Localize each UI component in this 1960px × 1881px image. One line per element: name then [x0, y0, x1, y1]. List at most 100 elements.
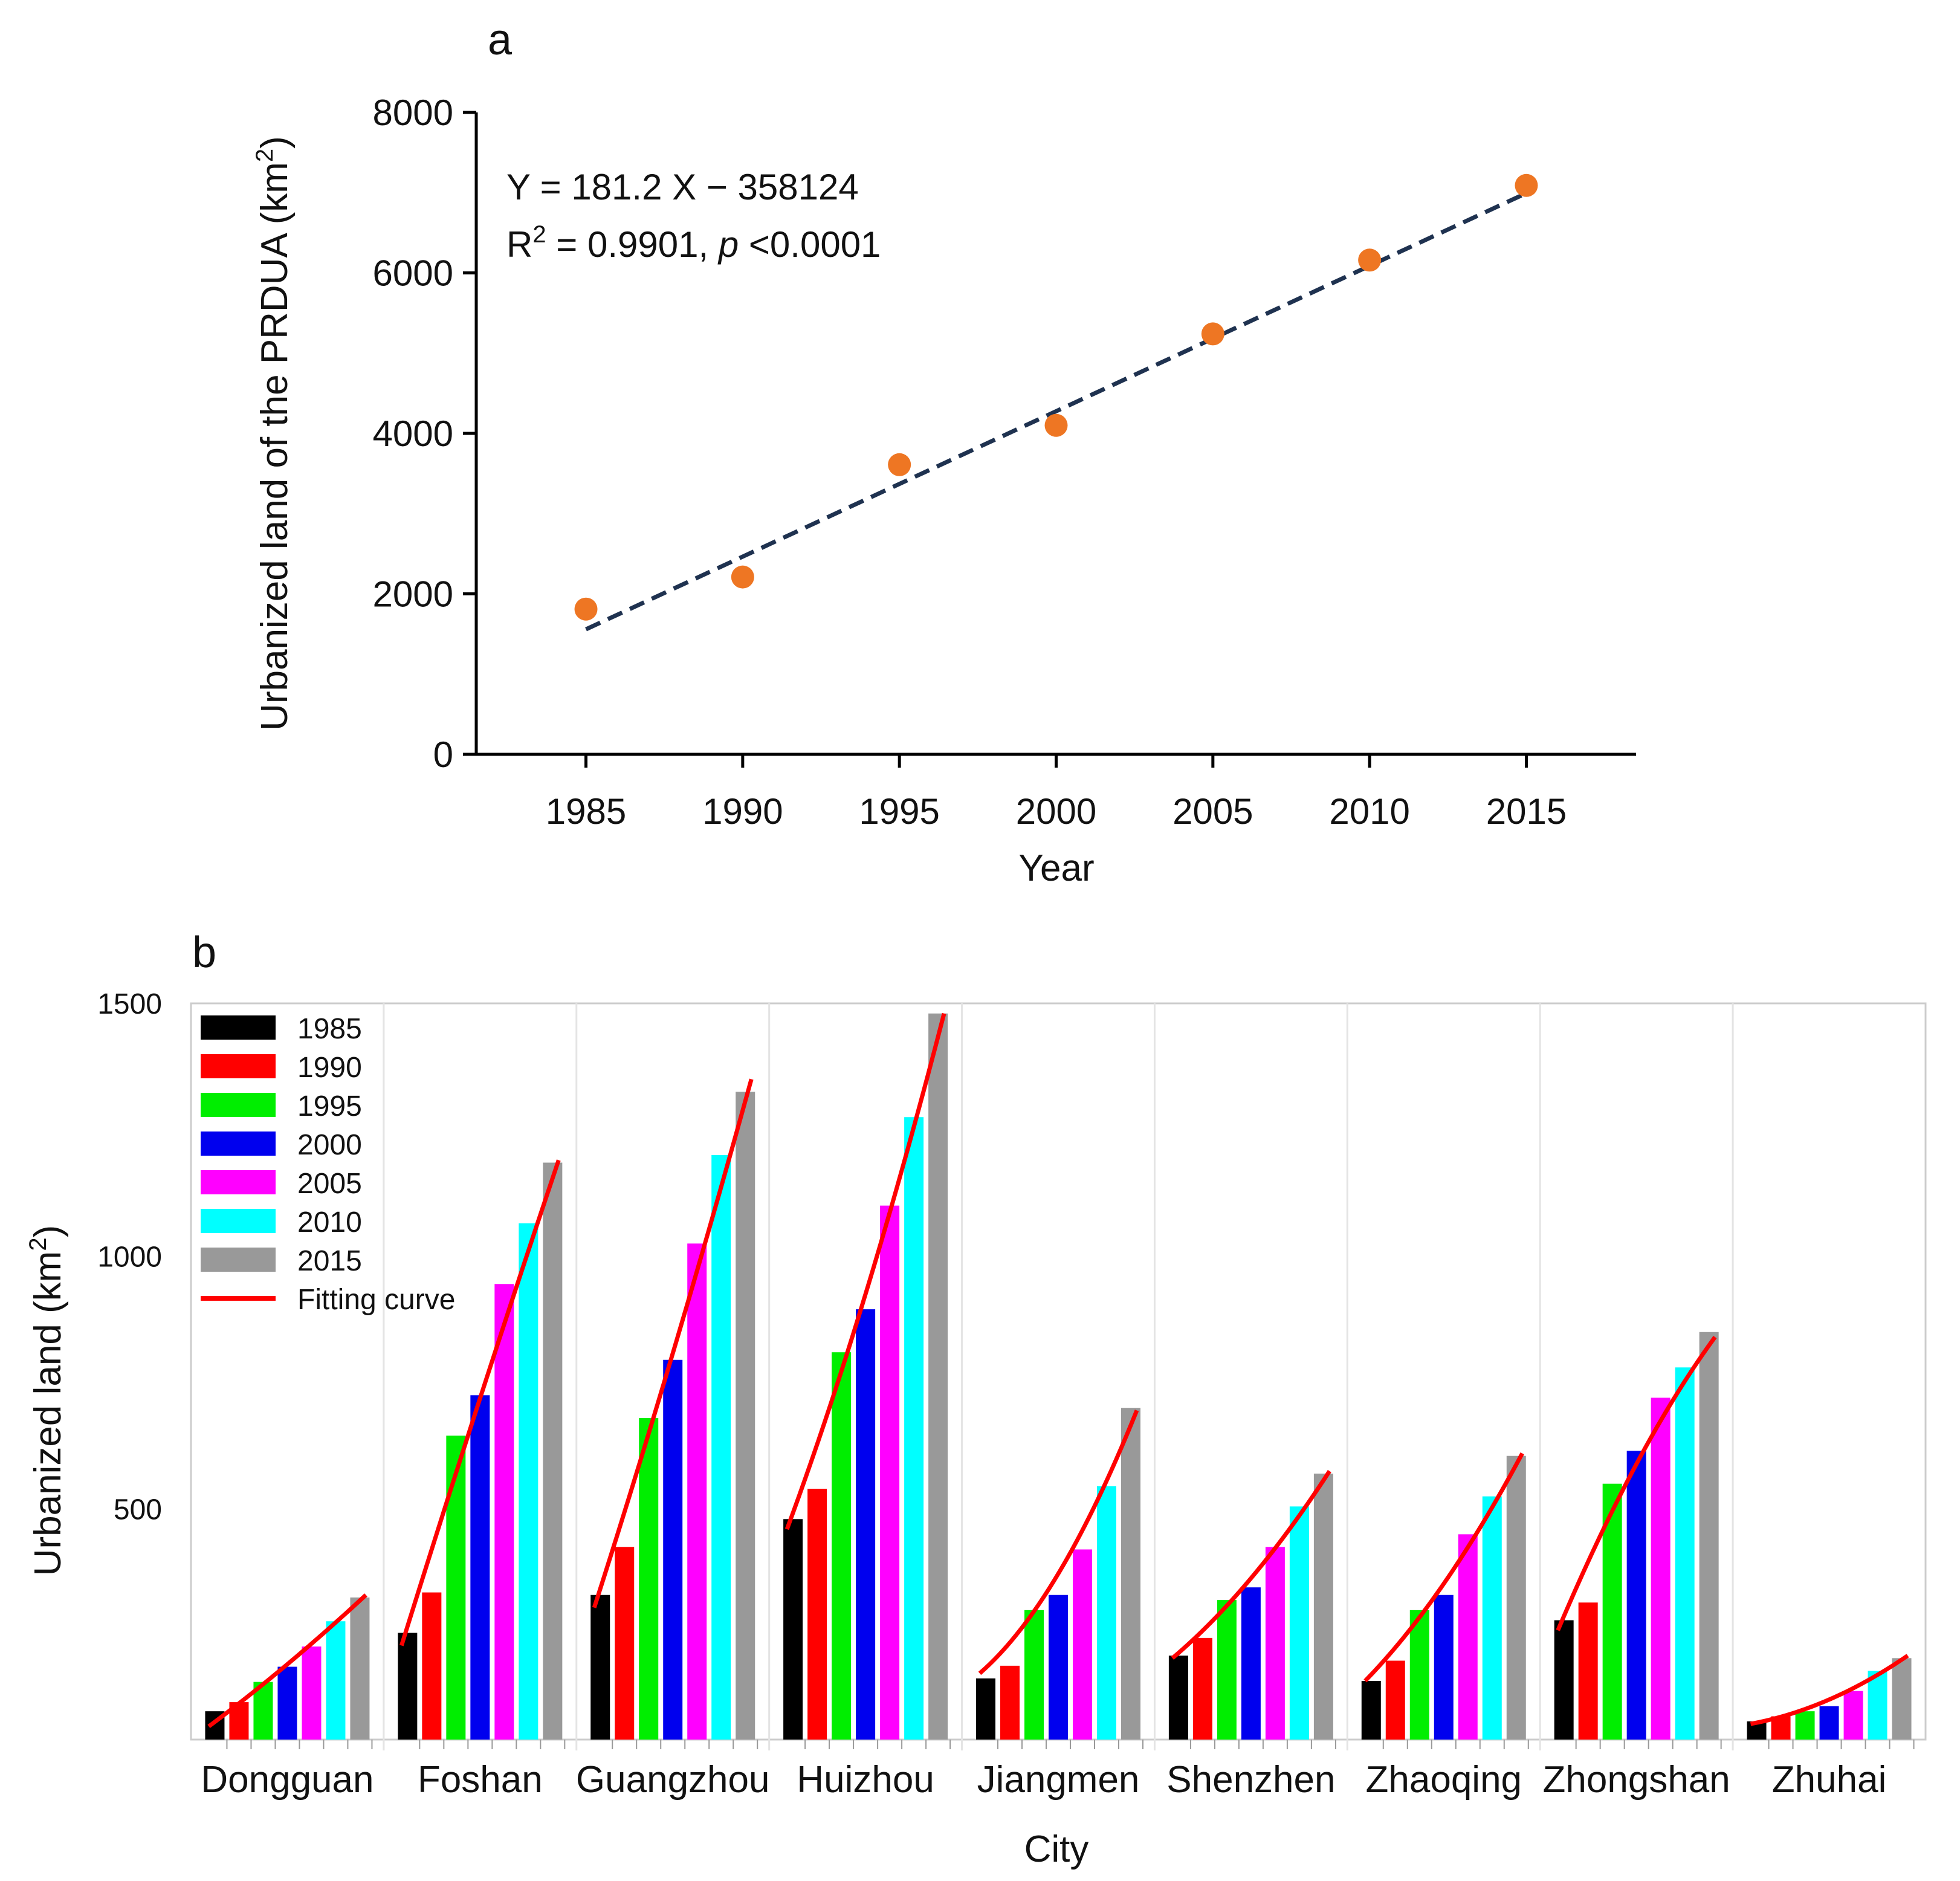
data-point-2005	[1201, 322, 1224, 346]
bar-jiangmen-1985	[976, 1678, 995, 1740]
legend-label: 2015	[297, 1245, 362, 1277]
bar-jiangmen-2005	[1073, 1549, 1092, 1740]
bar-shenzhen-2015	[1313, 1473, 1333, 1740]
y-tick-label: 1000	[97, 1241, 162, 1273]
city-label-dongguan: Dongguan	[201, 1759, 374, 1801]
bar-huizhou-2010	[904, 1117, 924, 1740]
city-label-foshan: Foshan	[418, 1759, 543, 1801]
fitting-curve-foshan	[399, 1159, 561, 1646]
bar-zhaoqing-1985	[1361, 1680, 1381, 1740]
bar-zhaoqing-2010	[1482, 1496, 1502, 1740]
bar-guangzhou-2000	[663, 1359, 683, 1740]
legend-label: 1990	[297, 1052, 362, 1084]
bar-shenzhen-2005	[1265, 1547, 1285, 1740]
bar-zhuhai-2005	[1843, 1691, 1863, 1740]
bar-zhaoqing-2015	[1506, 1455, 1526, 1740]
panel-b-y-ticks: 500 1000 1500	[97, 988, 162, 1526]
y-tick-label: 1500	[97, 988, 162, 1020]
legend-label: 1995	[297, 1090, 362, 1122]
fitting-curve-huizhou	[784, 1012, 946, 1530]
bar-jiangmen-1995	[1024, 1610, 1044, 1740]
bar-foshan-1990	[422, 1592, 442, 1740]
fitting-curve-zhongshan	[1556, 1336, 1717, 1631]
legend-label: 1985	[297, 1013, 362, 1045]
data-point-1995	[888, 453, 911, 476]
bar-shenzhen-1995	[1217, 1600, 1237, 1740]
x-tick-label: 1985	[546, 791, 626, 832]
bar-zhongshan-2015	[1699, 1332, 1719, 1740]
bar-foshan-1985	[398, 1633, 418, 1740]
bar-zhuhai-2015	[1892, 1658, 1912, 1740]
x-tick-label: 2000	[1016, 791, 1096, 832]
fitting-curve-zhaoqing	[1363, 1452, 1524, 1683]
bar-dongguan-2015	[350, 1597, 370, 1740]
panel-b-x-axis-title: City	[1024, 1828, 1089, 1870]
bar-huizhou-1995	[832, 1352, 852, 1740]
data-point-1990	[731, 565, 754, 589]
panel-a-points	[574, 173, 1538, 621]
bar-shenzhen-2000	[1241, 1587, 1261, 1740]
y-tick-label: 500	[114, 1494, 162, 1526]
data-point-1985	[574, 597, 598, 621]
panel-a-x-ticks: 1985 1990 1995 2000 2005 2010 2015	[546, 754, 1567, 832]
y-tick-label: 8000	[373, 92, 453, 133]
legend-swatch-1985	[201, 1015, 276, 1040]
y-tick-label: 4000	[373, 413, 453, 454]
bar-zhaoqing-2000	[1434, 1594, 1454, 1740]
bar-guangzhou-2005	[687, 1243, 707, 1740]
bar-dongguan-2000	[277, 1666, 297, 1740]
y-tick-label: 0	[433, 734, 453, 775]
bar-foshan-2000	[470, 1395, 490, 1740]
regression-statistics: R2 = 0.9901, p <0.0001	[506, 221, 881, 265]
panel-b-legend: 1985 1990 1995 2000 2005 2010 2015 Fitting curv…	[201, 1013, 455, 1316]
bar-guangzhou-1995	[639, 1417, 659, 1740]
bar-zhaoqing-1995	[1409, 1610, 1429, 1740]
bar-foshan-2005	[494, 1284, 514, 1740]
fitting-curve-jiangmen	[978, 1410, 1139, 1675]
x-tick-label: 2010	[1329, 791, 1409, 832]
bar-zhongshan-2005	[1651, 1397, 1671, 1740]
legend-label: 2005	[297, 1168, 362, 1200]
bar-shenzhen-1990	[1192, 1637, 1212, 1740]
bar-zhuhai-2000	[1819, 1706, 1839, 1740]
bar-huizhou-2005	[880, 1205, 900, 1740]
x-tick-label: 2015	[1486, 791, 1567, 832]
data-point-2015	[1515, 173, 1538, 197]
legend-label: 2000	[297, 1129, 362, 1161]
panel-a-y-ticks: 0 2000 4000 6000 8000	[373, 92, 476, 775]
bar-foshan-2015	[543, 1162, 563, 1740]
bar-zhongshan-2000	[1626, 1451, 1646, 1740]
bar-zhaoqing-2005	[1458, 1534, 1478, 1740]
legend-swatch-1990	[201, 1054, 276, 1078]
regression-equation: Y = 181.2 X − 358124	[506, 167, 859, 207]
bar-dongguan-2010	[326, 1621, 346, 1740]
bar-guangzhou-1985	[590, 1594, 610, 1740]
bar-zhongshan-1990	[1578, 1602, 1598, 1740]
panel-b-chart: b 500 1000 1500 Dongguan Foshan Guangzhou Hui…	[25, 928, 1927, 1870]
bar-foshan-2010	[519, 1223, 539, 1740]
fitting-curve-shenzhen	[1171, 1469, 1331, 1660]
panel-b-label: b	[192, 928, 216, 977]
panel-a-chart: a 0 2000 4000 6000 8000 1985 1990 1995 2000 2005…	[251, 16, 1636, 889]
legend-swatch-2005	[201, 1170, 276, 1194]
bar-huizhou-2000	[856, 1309, 876, 1740]
city-label-zhuhai: Zhuhai	[1772, 1759, 1887, 1801]
bar-jiangmen-1990	[1000, 1665, 1020, 1740]
bar-guangzhou-1990	[615, 1547, 635, 1740]
city-label-guangzhou: Guangzhou	[576, 1759, 770, 1801]
panel-a-label: a	[488, 16, 513, 64]
fitting-curve-dongguan	[207, 1593, 367, 1729]
city-label-zhongshan: Zhongshan	[1543, 1759, 1730, 1801]
city-label-jiangmen: Jiangmen	[977, 1759, 1140, 1801]
bar-shenzhen-1985	[1168, 1656, 1188, 1740]
legend-swatch-2010	[201, 1209, 276, 1233]
legend-label: Fitting curve	[297, 1284, 455, 1316]
bar-zhuhai-2010	[1868, 1671, 1887, 1740]
city-label-shenzhen: Shenzhen	[1166, 1759, 1335, 1801]
panel-a-trendline-group	[585, 191, 1527, 632]
bar-dongguan-2005	[302, 1646, 322, 1740]
bar-zhongshan-1985	[1554, 1620, 1574, 1740]
data-point-2000	[1044, 413, 1068, 437]
bar-huizhou-1990	[807, 1489, 827, 1740]
